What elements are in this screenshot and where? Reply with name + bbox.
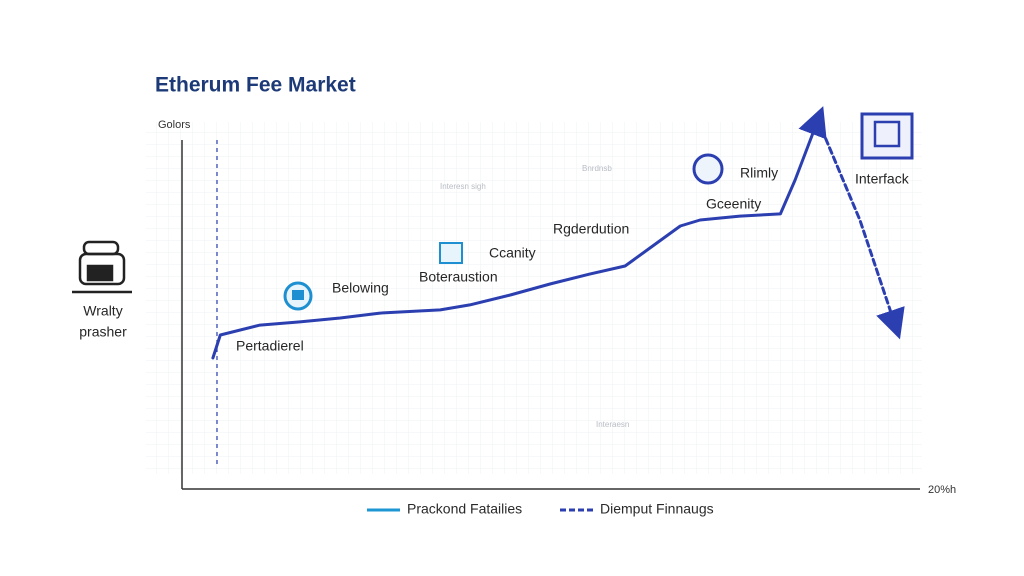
annotation: Interaesn [596, 420, 629, 429]
series-line [211, 106, 827, 360]
annotation: Gceenity [706, 196, 761, 212]
chart-title: Etherum Fee Market [155, 74, 356, 97]
grid-background [146, 122, 922, 474]
annotation: Belowing [332, 280, 389, 296]
annotation: prasher [79, 324, 127, 340]
annotation: Interesn sigh [440, 182, 486, 191]
icon [283, 112, 914, 311]
legend: Prackond Fatailies Diemput Finnaugs [367, 501, 714, 517]
annotation: Bnrdnsb [582, 164, 612, 173]
annotation: Ccanity [489, 245, 536, 261]
annotation: Interfack [855, 171, 910, 187]
annotation: Boteraustion [419, 269, 498, 285]
annotation: Rgderdution [553, 221, 629, 237]
legend-label: Prackond Fatailies [407, 501, 522, 517]
annotation: Rlimly [740, 165, 778, 181]
x-axis-label: 20%h [928, 484, 956, 496]
annotation: Pertadierel [236, 338, 304, 354]
y-axis-label: Golors [158, 119, 191, 131]
legend-label: Diemput Finnaugs [600, 501, 714, 517]
annotation: Wralty [83, 303, 122, 319]
person-icon [72, 240, 132, 294]
series-line [816, 118, 905, 340]
